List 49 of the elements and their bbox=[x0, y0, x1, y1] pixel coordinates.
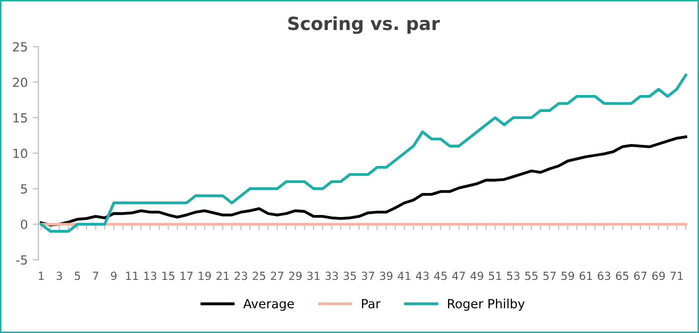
x-tick-label: 7 bbox=[93, 272, 98, 280]
x-tick-label: 23 bbox=[234, 272, 248, 280]
x-tick-label: 19 bbox=[198, 272, 211, 280]
x-tick-label: 25 bbox=[252, 272, 266, 280]
x-tick-label: 3 bbox=[56, 272, 62, 280]
x-tick-label: 53 bbox=[507, 272, 520, 280]
x-tick-label: 59 bbox=[562, 272, 574, 280]
x-tick-label: 29 bbox=[289, 272, 302, 280]
x-tick-label: 31 bbox=[307, 272, 320, 280]
y-tick-label: 15 bbox=[13, 113, 27, 123]
y-tick-label: 5 bbox=[21, 184, 27, 194]
x-tick-label: 51 bbox=[488, 272, 502, 280]
x-tick-label: 61 bbox=[580, 272, 592, 280]
y-tick-label: 10 bbox=[13, 148, 28, 158]
x-tick-label: 15 bbox=[162, 272, 174, 280]
x-tick-label: 69 bbox=[652, 272, 665, 280]
line-series bbox=[40, 135, 688, 226]
x-tick-label: 35 bbox=[344, 272, 356, 280]
legend-label: Average bbox=[243, 299, 294, 311]
legend-label: Par bbox=[362, 299, 381, 308]
x-tick-label: 71 bbox=[670, 272, 683, 280]
x-tick-label: 33 bbox=[325, 272, 338, 280]
y-tick-label: 0 bbox=[20, 220, 28, 230]
x-tick-label: 5 bbox=[74, 272, 80, 280]
y-tick-label: -5 bbox=[16, 255, 27, 265]
x-tick-label: 39 bbox=[380, 272, 392, 280]
x-tick-label: 17 bbox=[180, 272, 193, 280]
x-tick-label: 11 bbox=[126, 272, 138, 280]
x-tick-label: 47 bbox=[452, 272, 465, 280]
chart-title: Scoring vs. par bbox=[288, 16, 440, 34]
x-tick-label: 57 bbox=[543, 272, 556, 280]
x-tick-label: 65 bbox=[616, 272, 628, 280]
legend-label: Roger Philby bbox=[448, 298, 525, 311]
x-tick-label: 67 bbox=[634, 272, 647, 280]
x-tick-label: 9 bbox=[110, 272, 117, 280]
y-tick-label: 25 bbox=[13, 42, 27, 52]
x-tick-label: 37 bbox=[362, 272, 374, 280]
y-tick-label: 20 bbox=[13, 78, 28, 88]
x-tick-label: 21 bbox=[216, 272, 229, 280]
x-tick-label: 43 bbox=[416, 272, 429, 280]
line-series bbox=[40, 74, 688, 233]
x-tick-label: 27 bbox=[270, 272, 284, 280]
x-tick-label: 1 bbox=[38, 272, 44, 280]
x-tick-label: 49 bbox=[470, 272, 484, 280]
x-tick-label: 55 bbox=[525, 272, 538, 280]
x-tick-label: 45 bbox=[434, 272, 447, 280]
x-tick-label: 13 bbox=[144, 272, 156, 280]
x-tick-label: 63 bbox=[598, 272, 610, 280]
x-tick-label: 41 bbox=[398, 272, 410, 280]
